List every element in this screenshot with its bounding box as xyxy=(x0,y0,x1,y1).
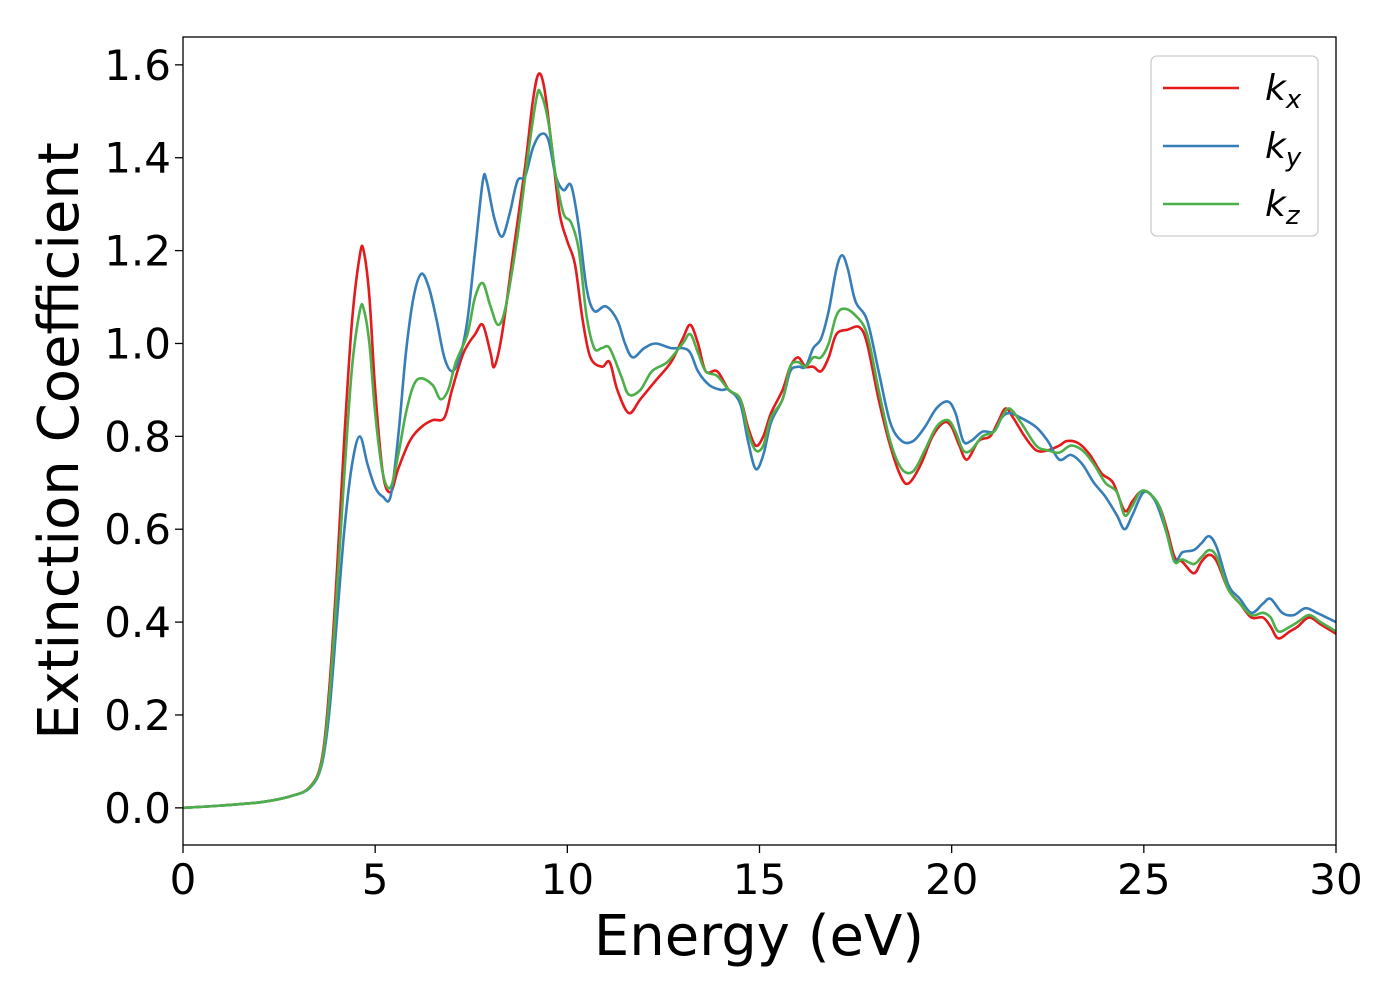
y-tick-label: 1.6 xyxy=(104,41,171,90)
series-layer xyxy=(182,72,1337,810)
x-tick-label: 25 xyxy=(1117,855,1170,904)
x-axis-label: Energy (eV) xyxy=(594,904,924,969)
y-tick-label: 1.0 xyxy=(104,319,171,368)
x-tick-label: 30 xyxy=(1309,855,1362,904)
series-line-kz xyxy=(182,88,1337,810)
y-tick-label: 0.4 xyxy=(104,598,171,647)
x-tick-label: 10 xyxy=(541,855,594,904)
y-tick-label: 0.2 xyxy=(104,691,171,740)
series-line-ky xyxy=(182,132,1337,810)
legend: kx ky kz xyxy=(1150,55,1319,237)
ticks-layer: 0 5 10 15 20 25 30 0.0 0.2 0.4 0.6 0.8 1.0 1.2 1.4 1.6 xyxy=(104,41,1363,904)
x-tick-label: 5 xyxy=(362,855,389,904)
legend-label-ky: ky xyxy=(1265,126,1302,173)
x-tick-label: 15 xyxy=(733,855,786,904)
y-tick-label: 1.4 xyxy=(104,134,171,183)
y-tick-label: 0.0 xyxy=(104,784,171,833)
legend-label-kz: kz xyxy=(1265,184,1301,231)
y-axis-label: Extinction Coefficient xyxy=(27,142,92,740)
y-tick-label: 0.8 xyxy=(104,412,171,461)
y-tick-label: 1.2 xyxy=(104,227,171,276)
y-tick-label: 0.6 xyxy=(104,505,171,554)
legend-label-kx: kx xyxy=(1265,68,1302,115)
x-tick-label: 20 xyxy=(925,855,978,904)
x-tick-label: 0 xyxy=(170,855,197,904)
